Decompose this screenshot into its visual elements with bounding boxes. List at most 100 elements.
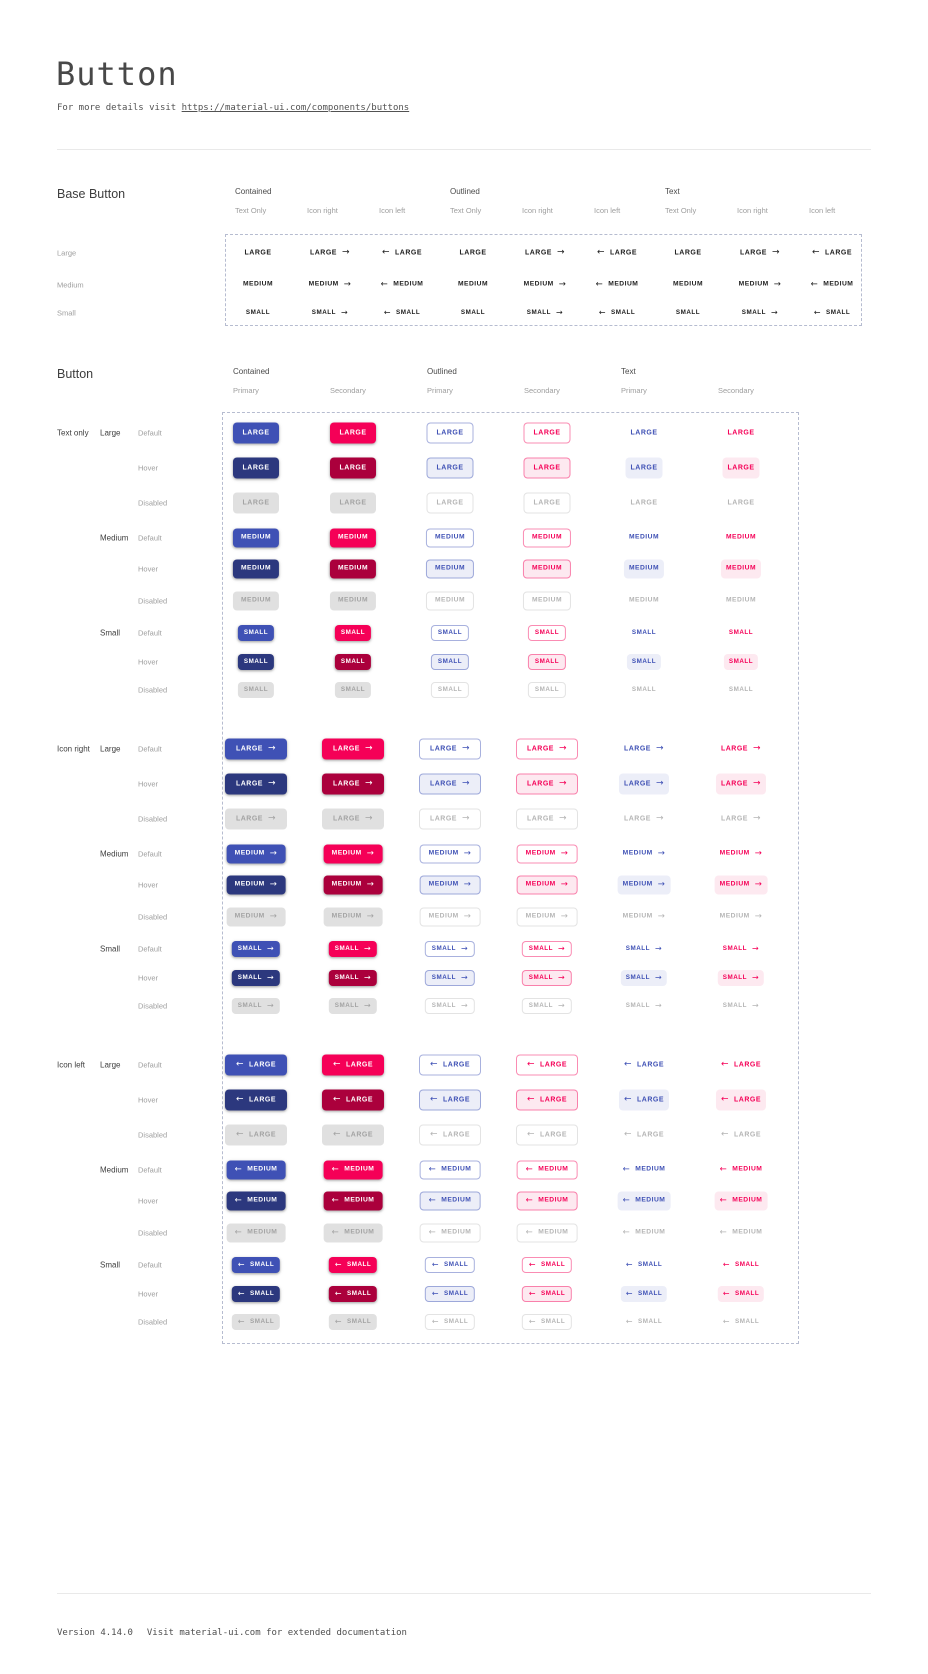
base-button-medium-none[interactable]: MEDIUM [235, 276, 281, 295]
base-button-large-none[interactable]: LARGE [451, 243, 496, 264]
button-outlined-secondary-medium-default-icon-right[interactable]: MEDIUM → [516, 844, 578, 864]
button-text-secondary-small-hover-icon-right[interactable]: SMALL → [717, 970, 765, 986]
button-outlined-primary-medium-disabled[interactable]: MEDIUM [425, 591, 475, 611]
button-text-primary-large-hover[interactable]: LARGE [625, 457, 663, 479]
button-contained-primary-small-hover-icon-left[interactable]: ← SMALL [231, 1286, 281, 1302]
button-outlined-primary-small-hover-icon-left[interactable]: ← SMALL [424, 1286, 476, 1302]
button-outlined-primary-small-disabled[interactable]: SMALL [430, 682, 470, 698]
button-text-secondary-large-hover-icon-right[interactable]: LARGE → [715, 773, 767, 795]
base-button-large-right[interactable]: LARGE → [514, 243, 576, 264]
button-outlined-primary-large-default-icon-left[interactable]: ← LARGE [419, 1054, 481, 1076]
button-contained-secondary-large-default-icon-right[interactable]: LARGE → [322, 738, 384, 760]
button-outlined-secondary-large-disabled[interactable]: LARGE [523, 492, 571, 514]
button-contained-secondary-small-default[interactable]: SMALL [334, 625, 372, 641]
button-contained-secondary-large-default[interactable]: LARGE [330, 422, 376, 444]
base-button-medium-left[interactable]: ← MEDIUM [588, 276, 647, 295]
button-contained-secondary-large-hover-icon-left[interactable]: ← LARGE [322, 1089, 384, 1111]
base-button-large-left[interactable]: ← LARGE [371, 243, 433, 264]
button-contained-primary-medium-default[interactable]: MEDIUM [232, 528, 280, 548]
button-contained-primary-medium-hover[interactable]: MEDIUM [232, 559, 280, 579]
button-contained-secondary-large-hover[interactable]: LARGE [330, 457, 376, 479]
button-text-primary-medium-hover-icon-left[interactable]: ← MEDIUM [617, 1191, 671, 1211]
button-text-secondary-medium-hover-icon-left[interactable]: ← MEDIUM [714, 1191, 768, 1211]
base-button-large-left[interactable]: ← LARGE [801, 243, 863, 264]
button-contained-primary-small-disabled-icon-left[interactable]: ← SMALL [231, 1314, 281, 1330]
base-button-small-left[interactable]: ← SMALL [378, 305, 426, 321]
button-outlined-secondary-small-disabled-icon-left[interactable]: ← SMALL [521, 1314, 573, 1330]
button-text-primary-medium-disabled-icon-right[interactable]: MEDIUM → [618, 908, 671, 927]
button-text-primary-large-disabled-icon-right[interactable]: LARGE → [619, 809, 669, 830]
button-outlined-secondary-large-disabled-icon-left[interactable]: ← LARGE [516, 1124, 578, 1146]
button-outlined-secondary-small-disabled-icon-right[interactable]: SMALL → [521, 998, 573, 1014]
button-outlined-secondary-medium-hover-icon-right[interactable]: MEDIUM → [516, 875, 578, 895]
button-outlined-primary-medium-default-icon-left[interactable]: ← MEDIUM [419, 1160, 481, 1180]
button-text-primary-medium-default-icon-right[interactable]: MEDIUM → [618, 845, 671, 864]
button-text-secondary-medium-disabled-icon-right[interactable]: MEDIUM → [715, 908, 768, 927]
button-contained-secondary-medium-default-icon-right[interactable]: MEDIUM → [323, 844, 383, 864]
base-button-large-right[interactable]: LARGE → [729, 243, 791, 264]
button-outlined-secondary-medium-default-icon-left[interactable]: ← MEDIUM [516, 1160, 578, 1180]
button-outlined-primary-small-hover[interactable]: SMALL [430, 654, 470, 670]
button-text-primary-small-disabled-icon-right[interactable]: SMALL → [621, 998, 667, 1014]
button-text-primary-small-hover-icon-left[interactable]: ← SMALL [620, 1286, 668, 1302]
button-contained-primary-medium-hover-icon-right[interactable]: MEDIUM → [226, 875, 286, 895]
button-outlined-secondary-small-hover-icon-left[interactable]: ← SMALL [521, 1286, 573, 1302]
button-text-primary-small-default[interactable]: SMALL [627, 625, 661, 641]
button-outlined-primary-large-hover-icon-left[interactable]: ← LARGE [419, 1089, 481, 1111]
button-contained-primary-large-hover[interactable]: LARGE [233, 457, 279, 479]
button-text-secondary-large-default-icon-right[interactable]: LARGE → [716, 739, 766, 760]
button-outlined-primary-small-default-icon-right[interactable]: SMALL → [424, 941, 476, 957]
button-contained-secondary-large-disabled-icon-right[interactable]: LARGE → [322, 808, 384, 830]
base-button-large-none[interactable]: LARGE [236, 243, 281, 264]
button-outlined-secondary-medium-default[interactable]: MEDIUM [522, 528, 572, 548]
button-text-secondary-large-disabled-icon-right[interactable]: LARGE → [716, 809, 766, 830]
button-outlined-secondary-medium-disabled-icon-right[interactable]: MEDIUM → [516, 907, 578, 927]
button-contained-primary-large-default-icon-left[interactable]: ← LARGE [225, 1054, 287, 1076]
button-outlined-secondary-large-default[interactable]: LARGE [523, 422, 571, 444]
button-text-secondary-medium-default[interactable]: MEDIUM [721, 529, 761, 548]
button-outlined-primary-small-disabled-icon-left[interactable]: ← SMALL [424, 1314, 476, 1330]
button-text-primary-medium-default-icon-left[interactable]: ← MEDIUM [618, 1161, 671, 1180]
button-text-primary-medium-hover[interactable]: MEDIUM [623, 559, 665, 579]
base-button-small-none[interactable]: SMALL [670, 305, 706, 321]
button-contained-secondary-medium-hover-icon-left[interactable]: ← MEDIUM [323, 1191, 383, 1211]
button-contained-primary-medium-default-icon-left[interactable]: ← MEDIUM [226, 1160, 286, 1180]
base-button-small-none[interactable]: SMALL [455, 305, 491, 321]
button-contained-primary-large-default-icon-right[interactable]: LARGE → [225, 738, 287, 760]
button-text-primary-large-disabled[interactable]: LARGE [626, 493, 663, 514]
button-text-primary-small-default-icon-right[interactable]: SMALL → [621, 941, 667, 957]
button-outlined-secondary-medium-disabled[interactable]: MEDIUM [522, 591, 572, 611]
button-contained-secondary-small-default-icon-left[interactable]: ← SMALL [328, 1257, 378, 1273]
button-contained-secondary-small-disabled-icon-right[interactable]: SMALL → [328, 998, 378, 1014]
button-text-primary-medium-default[interactable]: MEDIUM [624, 529, 664, 548]
button-text-secondary-medium-hover-icon-right[interactable]: MEDIUM → [714, 875, 768, 895]
button-outlined-primary-large-hover[interactable]: LARGE [426, 457, 474, 479]
button-text-secondary-small-disabled[interactable]: SMALL [724, 682, 758, 698]
button-outlined-secondary-small-hover-icon-right[interactable]: SMALL → [521, 970, 573, 986]
button-outlined-secondary-medium-hover[interactable]: MEDIUM [522, 559, 572, 579]
button-contained-primary-large-disabled[interactable]: LARGE [233, 492, 279, 514]
button-contained-secondary-small-default-icon-right[interactable]: SMALL → [328, 941, 378, 957]
button-contained-primary-medium-hover-icon-left[interactable]: ← MEDIUM [226, 1191, 286, 1211]
base-button-small-right[interactable]: SMALL → [736, 305, 784, 321]
button-text-primary-small-disabled-icon-left[interactable]: ← SMALL [621, 1314, 667, 1330]
base-button-small-left[interactable]: ← SMALL [593, 305, 641, 321]
button-contained-secondary-large-default-icon-left[interactable]: ← LARGE [322, 1054, 384, 1076]
button-outlined-secondary-small-default-icon-left[interactable]: ← SMALL [521, 1257, 573, 1273]
button-outlined-primary-large-hover-icon-right[interactable]: LARGE → [419, 773, 481, 795]
button-text-primary-large-disabled-icon-left[interactable]: ← LARGE [619, 1125, 669, 1146]
button-text-secondary-large-disabled-icon-left[interactable]: ← LARGE [716, 1125, 766, 1146]
button-outlined-primary-medium-default[interactable]: MEDIUM [425, 528, 475, 548]
button-contained-primary-small-disabled-icon-right[interactable]: SMALL → [231, 998, 281, 1014]
button-text-secondary-large-disabled[interactable]: LARGE [723, 493, 760, 514]
button-text-primary-large-default[interactable]: LARGE [626, 423, 663, 444]
button-text-secondary-small-disabled-icon-left[interactable]: ← SMALL [718, 1314, 764, 1330]
button-contained-primary-large-default[interactable]: LARGE [233, 422, 279, 444]
base-button-medium-right[interactable]: MEDIUM → [731, 276, 790, 295]
button-text-primary-large-default-icon-left[interactable]: ← LARGE [619, 1055, 669, 1076]
button-outlined-secondary-large-default-icon-left[interactable]: ← LARGE [516, 1054, 578, 1076]
base-button-medium-right[interactable]: MEDIUM → [516, 276, 575, 295]
button-text-secondary-medium-default-icon-right[interactable]: MEDIUM → [715, 845, 768, 864]
button-text-primary-large-default-icon-right[interactable]: LARGE → [619, 739, 669, 760]
button-text-primary-medium-disabled-icon-left[interactable]: ← MEDIUM [618, 1224, 671, 1243]
